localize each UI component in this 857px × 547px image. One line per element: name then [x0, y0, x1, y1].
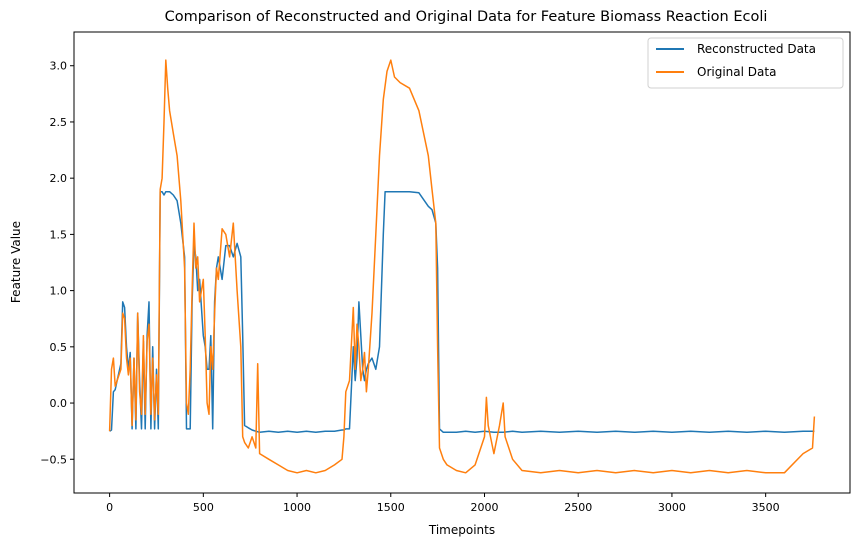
y-axis: −0.5 0.0 0.5 1.0 1.5 2.0 2.5 3.0: [40, 60, 74, 466]
y-axis-label: Feature Value: [9, 221, 23, 303]
legend-box: [647, 37, 844, 89]
legend: Reconstructed Data Original Data: [647, 37, 844, 89]
y-tick-label: 1.0: [50, 285, 68, 298]
x-axis: 0 500 1000 1500 2000 2500 3000 3500: [106, 493, 780, 514]
x-axis-label: Timepoints: [428, 523, 495, 537]
x-tick-label: 3000: [658, 501, 686, 514]
legend-label-reconstructed: Reconstructed Data: [697, 42, 816, 56]
y-tick-label: 2.0: [50, 172, 68, 185]
x-tick-label: 2000: [470, 501, 498, 514]
y-tick-label: 0.0: [50, 397, 68, 410]
x-tick-label: 500: [193, 501, 214, 514]
x-tick-label: 1500: [377, 501, 405, 514]
plot-area: [108, 59, 816, 474]
y-tick-label: −0.5: [40, 453, 67, 466]
legend-label-original: Original Data: [697, 65, 776, 79]
x-tick-label: 3500: [752, 501, 780, 514]
chart-title: Comparison of Reconstructed and Original…: [165, 9, 768, 25]
series-line-1: [108, 59, 816, 474]
x-tick-label: 2500: [564, 501, 592, 514]
plot-frame: [73, 31, 851, 494]
y-tick-label: 3.0: [50, 60, 68, 73]
x-tick-label: 0: [106, 501, 113, 514]
y-tick-label: 0.5: [50, 341, 68, 354]
x-tick-label: 1000: [283, 501, 311, 514]
y-tick-label: 1.5: [50, 228, 68, 241]
y-tick-label: 2.5: [50, 116, 68, 129]
